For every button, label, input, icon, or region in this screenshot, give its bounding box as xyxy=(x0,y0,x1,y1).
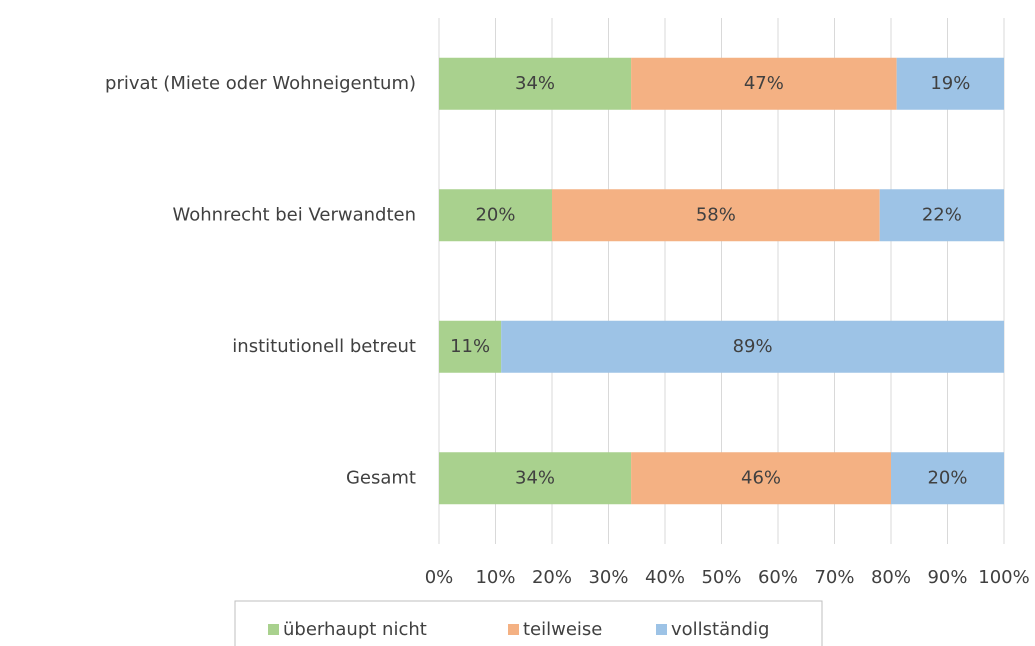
legend-label: überhaupt nicht xyxy=(283,619,427,640)
data-label: 89% xyxy=(733,336,773,357)
data-label: 20% xyxy=(927,467,967,488)
bar-segment xyxy=(891,452,1004,505)
x-tick-label: 70% xyxy=(814,567,854,588)
legend-swatch xyxy=(656,624,667,635)
x-tick-label: 0% xyxy=(425,567,454,588)
bar-segment xyxy=(439,57,632,110)
bar-segment xyxy=(501,320,1004,373)
bar-segment xyxy=(552,189,880,242)
bar-segment xyxy=(631,452,891,505)
bar-segment xyxy=(896,57,1004,110)
y-tick-label: Wohnrecht bei Verwandten xyxy=(173,204,416,225)
legend-swatch xyxy=(508,624,519,635)
x-tick-label: 20% xyxy=(532,567,572,588)
data-label: 19% xyxy=(930,73,970,94)
x-tick-label: 40% xyxy=(645,567,685,588)
bar-segment xyxy=(879,189,1004,242)
x-tick-label: 100% xyxy=(978,567,1029,588)
bar-segment xyxy=(439,320,502,373)
bar-segment xyxy=(631,57,897,110)
data-label: 34% xyxy=(515,73,555,94)
x-tick-label: 50% xyxy=(701,567,741,588)
x-tick-label: 80% xyxy=(871,567,911,588)
legend-swatch xyxy=(268,624,279,635)
data-label: 58% xyxy=(696,204,736,225)
legend-label: vollständig xyxy=(671,619,769,640)
data-label: 46% xyxy=(741,467,781,488)
x-tick-label: 30% xyxy=(588,567,628,588)
x-tick-label: 60% xyxy=(758,567,798,588)
data-label: 34% xyxy=(515,467,555,488)
bar-segment xyxy=(439,452,632,505)
data-label: 47% xyxy=(744,73,784,94)
y-tick-label: privat (Miete oder Wohneigentum) xyxy=(105,73,416,94)
x-tick-label: 10% xyxy=(475,567,515,588)
legend-label: teilweise xyxy=(523,619,602,640)
legend-box xyxy=(234,600,823,646)
y-tick-label: Gesamt xyxy=(346,467,416,488)
data-label: 22% xyxy=(922,204,962,225)
bar-segment xyxy=(439,189,552,242)
x-tick-label: 90% xyxy=(927,567,967,588)
data-label: 20% xyxy=(475,204,515,225)
y-tick-label: institutionell betreut xyxy=(232,336,416,357)
data-label: 11% xyxy=(450,336,490,357)
